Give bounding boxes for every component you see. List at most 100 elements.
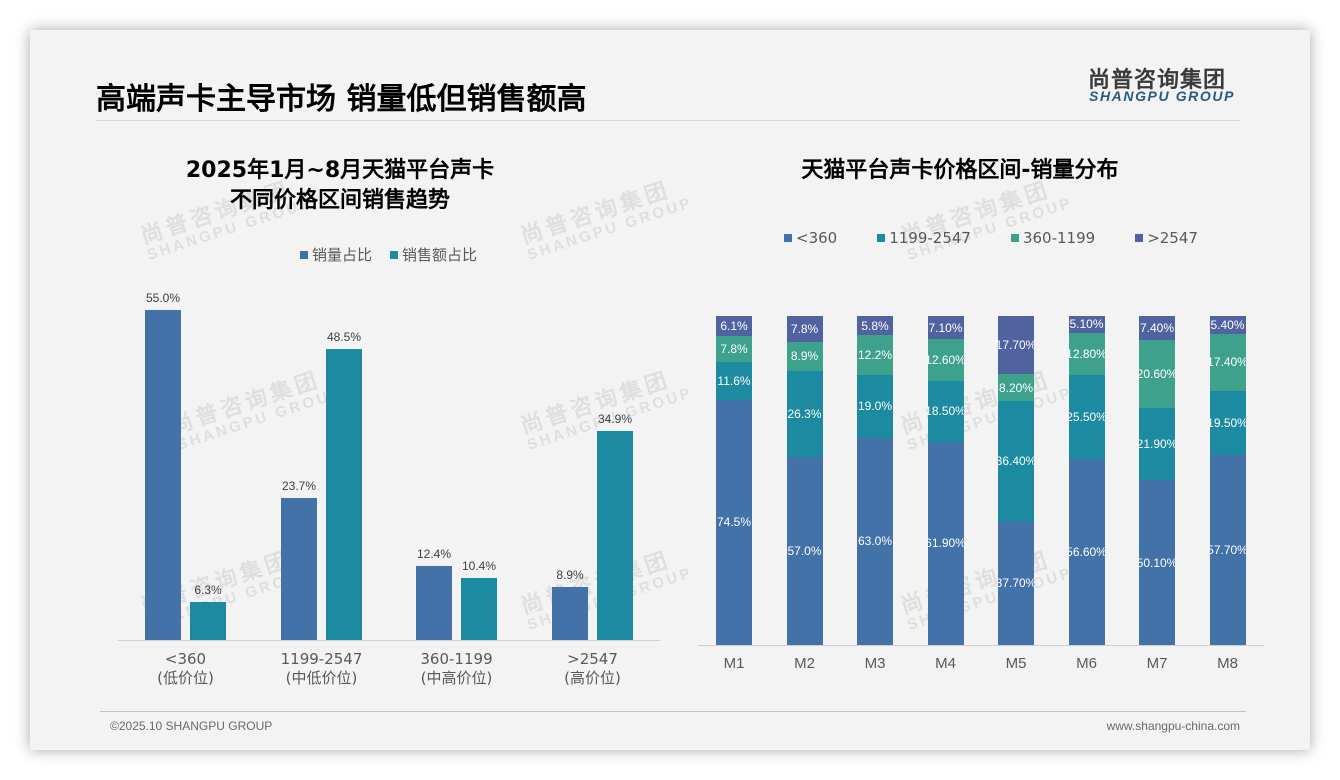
segment-value-label: 12.2% <box>857 348 893 363</box>
legend-label: 销售额占比 <box>402 246 478 264</box>
segment-value-label: 26.3% <box>787 407 822 422</box>
legend-item: <360 <box>784 229 837 247</box>
legend-label: >2547 <box>1147 229 1198 247</box>
month-label: M6 <box>1076 655 1097 672</box>
legend-swatch-icon <box>784 234 792 242</box>
segment-value-label: 11.6% <box>717 373 751 388</box>
bar-value-label: 8.9% <box>556 567 584 582</box>
bar-value-label: 10.4% <box>461 558 497 573</box>
legend-item: 销售额占比 <box>390 244 477 265</box>
segment-value-label: 17.40% <box>1209 355 1246 370</box>
stacked-segment: 37.70% <box>998 520 1034 645</box>
legend-swatch-icon <box>300 250 308 259</box>
bar <box>145 310 181 640</box>
right-chart-x-axis <box>698 645 1264 646</box>
stacked-segment: 36.40% <box>998 401 1034 521</box>
category-label: 360-1199 (中高价位) <box>397 650 517 688</box>
segment-value-label: 21.90% <box>1139 437 1175 452</box>
stacked-segment: 56.60% <box>1068 458 1105 645</box>
bar <box>281 497 317 640</box>
stacked-segment: 17.40% <box>1209 333 1246 391</box>
left-chart-title-line2: 不同价格区间销售趋势 <box>229 188 450 213</box>
bar-value-label: 23.7% <box>281 478 317 493</box>
bar-value-label: 6.3% <box>194 583 222 598</box>
left-chart-x-axis <box>118 640 660 641</box>
stacked-segment: 12.80% <box>1068 332 1105 375</box>
right-chart-legend: <360 1199-2547 360-1199 >2547 <box>784 229 1198 247</box>
segment-value-label: 74.5% <box>716 515 752 530</box>
month-label: M1 <box>723 655 745 672</box>
segment-value-label: 5.40% <box>1210 317 1245 332</box>
segment-value-label: 36.40% <box>998 454 1034 469</box>
bar <box>190 602 226 640</box>
stacked-segment: 5.10% <box>1068 316 1105 333</box>
category-label: >2547 (高价位) <box>533 650 653 688</box>
segment-value-label: 8.9% <box>790 349 819 364</box>
stacked-segment: 21.90% <box>1139 408 1175 481</box>
segment-value-label: 61.90% <box>927 536 964 551</box>
legend-item: 1199-2547 <box>877 229 971 247</box>
segment-value-label: 19.0% <box>857 399 893 414</box>
stacked-segment: 8.20% <box>998 374 1034 402</box>
segment-value-label: 12.80% <box>1068 346 1105 361</box>
logo-chinese: 尚普咨询集团 <box>1088 68 1227 93</box>
bar <box>326 349 362 640</box>
month-label: M5 <box>1005 655 1027 672</box>
legend-label: 1199-2547 <box>889 229 971 247</box>
segment-value-label: 19.50% <box>1209 416 1246 431</box>
segment-value-label: 17.70% <box>998 338 1034 353</box>
watermark-cn: 尚普咨询集团 <box>517 367 675 440</box>
stacked-segment: 19.50% <box>1209 391 1246 456</box>
left-chart-legend: 销量占比 销售额占比 <box>300 244 477 265</box>
stacked-segment: 57.0% <box>786 457 823 645</box>
month-label: M8 <box>1217 655 1238 672</box>
stacked-segment: 61.90% <box>927 441 964 645</box>
segment-value-label: 50.10% <box>1139 555 1175 570</box>
stacked-segment: 5.40% <box>1209 316 1246 334</box>
segment-value-label: 7.40% <box>1139 321 1175 336</box>
footer-website: www.shangpu-china.com <box>1106 719 1240 733</box>
bar <box>416 565 452 640</box>
stacked-segment: 74.5% <box>716 399 752 645</box>
stacked-segment: 19.0% <box>857 375 893 438</box>
stacked-segment: 63.0% <box>857 437 893 645</box>
legend-label: <360 <box>796 229 838 247</box>
segment-value-label: 8.20% <box>998 380 1034 395</box>
category-name: 360-1199 <box>420 650 493 668</box>
watermark-en: SHANGPU GROUP <box>175 384 345 454</box>
title-divider <box>96 120 1240 121</box>
page-title: 高端声卡主导市场 销量低但销售额高 <box>96 82 587 117</box>
month-label: M3 <box>864 655 886 672</box>
segment-value-label: 57.70% <box>1209 543 1246 558</box>
category-sublabel: (高价位) <box>564 669 621 687</box>
category-sublabel: (低价位) <box>157 669 214 687</box>
legend-swatch-icon <box>1010 234 1019 242</box>
segment-value-label: 7.8% <box>720 341 748 356</box>
legend-swatch-icon <box>390 250 399 259</box>
legend-swatch-icon <box>877 234 886 242</box>
bar-value-label: 34.9% <box>597 411 633 426</box>
watermark-cn: 尚普咨询集团 <box>517 177 675 250</box>
month-label: M7 <box>1146 655 1168 672</box>
bar <box>461 577 497 640</box>
segment-value-label: 7.8% <box>790 321 819 336</box>
stacked-segment: 7.8% <box>786 316 823 342</box>
stacked-segment: 12.2% <box>857 335 893 376</box>
segment-value-label: 5.8% <box>861 318 889 333</box>
category-name: <360 <box>164 650 207 668</box>
month-label: M2 <box>794 655 815 672</box>
stacked-segment: 57.70% <box>1209 455 1246 645</box>
stacked-segment: 17.70% <box>998 316 1034 375</box>
category-label: <360 (低价位) <box>126 650 246 688</box>
watermark-cn: 尚普咨询集团 <box>897 367 1055 440</box>
bar-value-label: 12.4% <box>416 546 452 561</box>
stacked-segment: 11.6% <box>716 361 752 400</box>
stacked-segment: 6.1% <box>716 316 752 337</box>
month-label: M4 <box>935 655 956 672</box>
stacked-segment: 50.10% <box>1139 480 1175 645</box>
legend-label: 360-1199 <box>1022 229 1096 247</box>
